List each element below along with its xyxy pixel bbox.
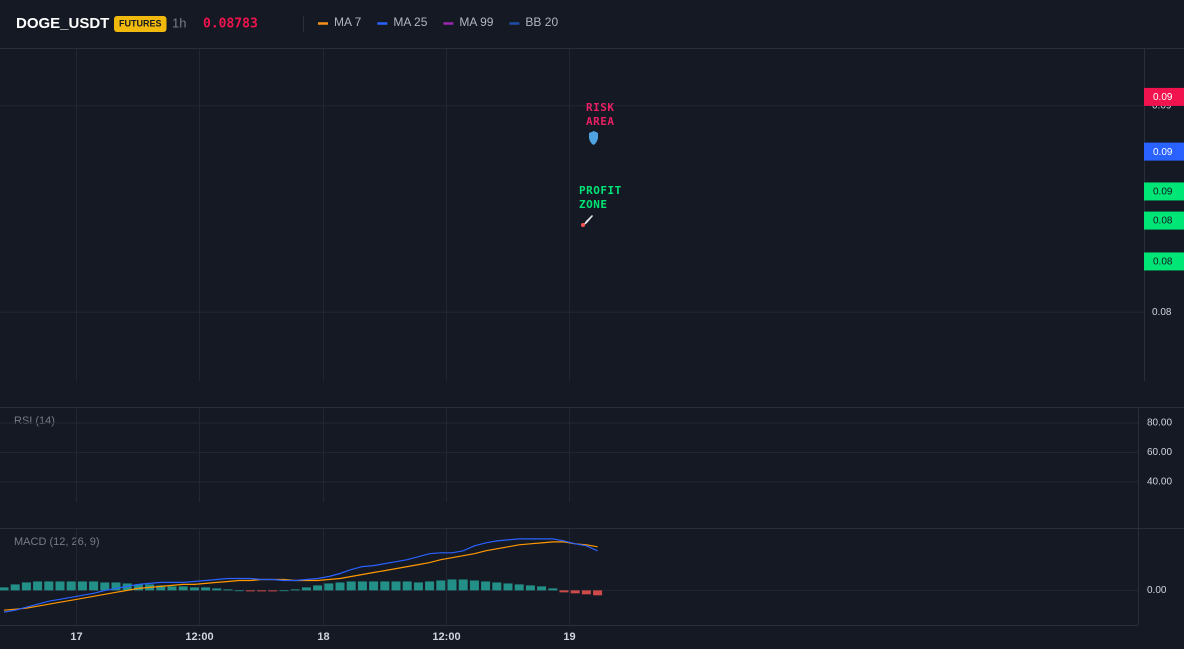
rsi-tick-label: 80.00 (1147, 418, 1172, 429)
macd-histogram-bar (257, 590, 267, 592)
macd-histogram-bar (245, 590, 255, 592)
macd-tick-label: 0.00 (1147, 585, 1167, 596)
price-label-bg (1144, 87, 1184, 106)
time-label: 17 (70, 631, 82, 643)
macd-histogram-bar (492, 582, 502, 591)
legend-item[interactable]: MA 7 (334, 15, 362, 29)
macd-histogram-bar (458, 579, 468, 591)
market-badge: FUTURES (119, 18, 162, 28)
macd-histogram-bar (279, 590, 289, 592)
macd-histogram-bar (525, 585, 535, 591)
macd-histogram-bar (548, 588, 558, 591)
macd-histogram-bar (369, 581, 379, 591)
macd-histogram-bar (335, 582, 345, 591)
macd-histogram-bar (55, 581, 65, 591)
price-tick-label: 0.09 (1152, 100, 1172, 111)
price-label-bg (1144, 182, 1184, 201)
pane-label: MACD (12, 26, 9) (14, 536, 100, 548)
macd-histogram-bar (66, 581, 76, 591)
macd-histogram-bar (77, 581, 87, 591)
macd-histogram-bar (44, 581, 54, 591)
macd-histogram-bar (570, 590, 580, 594)
macd-histogram-bar (301, 587, 311, 591)
macd-histogram-bar (189, 587, 199, 591)
macd-histogram-bar (581, 590, 591, 595)
macd-line (3, 538, 598, 613)
macd-histogram-bar (593, 590, 603, 596)
pane-label: RSI (14) (14, 415, 55, 427)
macd-histogram-bar (10, 584, 20, 591)
macd-histogram-bar (33, 581, 43, 591)
time-label: 18 (317, 631, 329, 643)
macd-histogram-bar (21, 582, 31, 591)
legend-item[interactable]: MA 25 (393, 15, 427, 29)
price-label: 0.09 (1153, 92, 1173, 103)
annotation-text: PROFIT (579, 184, 622, 197)
macd-histogram-bar (313, 585, 323, 591)
price-label: 0.08 (1153, 257, 1173, 268)
price-label-bg (1144, 142, 1184, 161)
macd-histogram-bar (212, 588, 222, 591)
price-tick-label: 0.08 (1152, 307, 1172, 318)
macd-histogram-bar (201, 587, 211, 591)
macd-histogram-bar (324, 583, 334, 591)
macd-histogram-bar (537, 586, 547, 591)
time-label: 12:00 (185, 631, 213, 643)
annotation-text: AREA (586, 115, 615, 128)
legend-item[interactable]: MA 99 (459, 15, 493, 29)
time-label: 19 (563, 631, 575, 643)
macd-histogram-bar (391, 581, 401, 591)
macd-histogram-bar (133, 584, 143, 591)
price-label: 0.09 (1153, 147, 1173, 158)
last-price: 0.08783 (203, 17, 258, 32)
shield-icon (589, 131, 598, 145)
price-label-bg (1144, 211, 1184, 230)
macd-histogram-bar (402, 581, 412, 591)
macd-histogram-bar (447, 579, 457, 591)
macd-histogram-bar (413, 582, 423, 591)
interval[interactable]: 1h (172, 15, 186, 30)
macd-histogram-bar (503, 583, 513, 591)
macd-histogram-bar (290, 589, 300, 591)
macd-histogram-bar (0, 587, 9, 591)
macd-histogram-bar (559, 590, 569, 593)
time-label: 12:00 (432, 631, 460, 643)
macd-histogram-bar (514, 584, 524, 591)
symbol[interactable]: DOGE_USDT (16, 15, 109, 32)
annotation-text: RISK (586, 101, 615, 114)
rocket-icon (582, 215, 593, 227)
macd-histogram-bar (481, 581, 491, 591)
macd-histogram-bar (380, 581, 390, 591)
macd-histogram-bar (156, 585, 166, 591)
macd-histogram-bar (167, 586, 177, 591)
macd-histogram-bar (357, 581, 367, 591)
rocket-flame (581, 223, 585, 227)
price-label: 0.09 (1153, 187, 1173, 198)
price-label: 0.08 (1153, 216, 1173, 227)
macd-histogram-bar (178, 586, 188, 591)
macd-histogram-bar (111, 582, 121, 591)
macd-histogram-bar (436, 580, 446, 591)
rsi-tick-label: 60.00 (1147, 447, 1172, 458)
macd-histogram-bar (469, 580, 479, 591)
legend-item[interactable]: BB 20 (525, 15, 558, 29)
macd-histogram-bar (234, 590, 244, 592)
macd-histogram-bar (346, 581, 356, 591)
macd-histogram-bar (100, 582, 110, 591)
annotation-text: ZONE (579, 198, 608, 211)
macd-histogram-bar (268, 590, 278, 592)
macd-histogram-bar (223, 589, 233, 591)
macd-histogram-bar (425, 581, 435, 591)
rsi-tick-label: 40.00 (1147, 477, 1172, 488)
macd-histogram-bar (89, 581, 99, 591)
price-label-bg (1144, 252, 1184, 271)
badge-bg (114, 16, 167, 32)
